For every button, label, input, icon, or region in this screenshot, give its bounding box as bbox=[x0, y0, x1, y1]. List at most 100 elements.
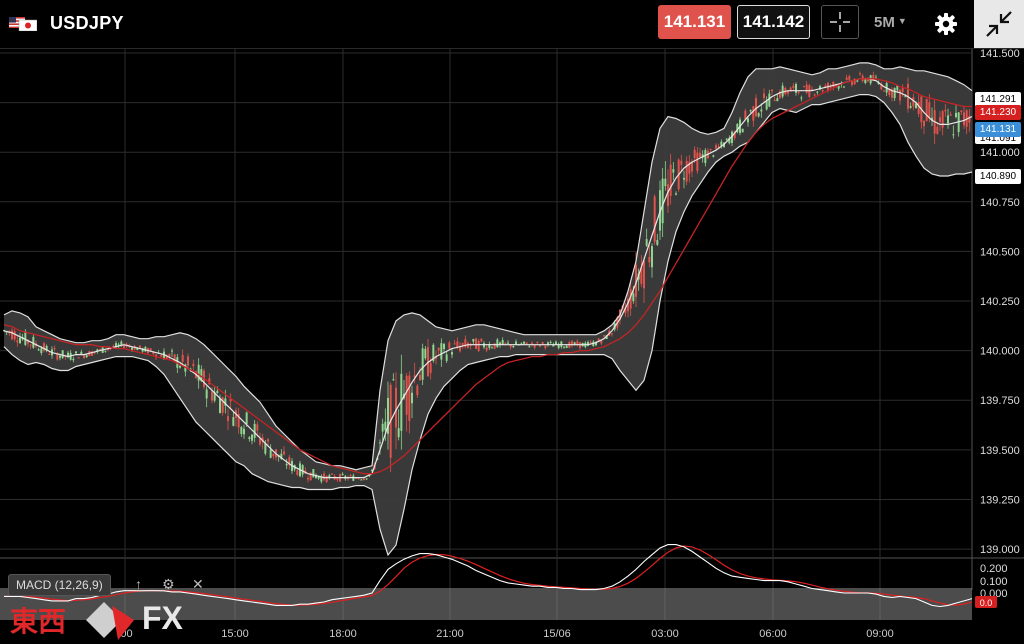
candle-body bbox=[408, 375, 411, 421]
candle-body bbox=[837, 85, 840, 89]
candle-body bbox=[909, 106, 912, 108]
candle-body bbox=[259, 438, 261, 445]
close-icon[interactable]: ✕ bbox=[192, 576, 204, 592]
candle-body bbox=[549, 341, 552, 343]
candle-body bbox=[107, 349, 109, 351]
candle-body bbox=[104, 350, 107, 352]
candle-body bbox=[800, 97, 803, 99]
candle-body bbox=[480, 338, 483, 342]
candle-body bbox=[859, 73, 861, 75]
candle-body bbox=[536, 342, 539, 344]
fullscreen-toggle-button[interactable] bbox=[974, 0, 1024, 48]
crosshair-button[interactable] bbox=[821, 5, 859, 39]
candle-body bbox=[856, 80, 859, 82]
candle-body bbox=[763, 93, 765, 98]
candle-body bbox=[864, 79, 867, 84]
candle-body bbox=[349, 475, 352, 477]
candle-body bbox=[459, 345, 461, 352]
candle-body bbox=[117, 344, 120, 347]
candle-body bbox=[264, 443, 267, 454]
crosshair-icon bbox=[830, 12, 850, 32]
candle-body bbox=[493, 343, 496, 349]
candle-body bbox=[163, 351, 165, 360]
gear-icon[interactable]: ⚙ bbox=[162, 576, 175, 592]
sell-price-button[interactable]: 141.131 bbox=[658, 5, 731, 39]
time-tick-label: 03:00 bbox=[651, 628, 679, 640]
macd-current-label bbox=[975, 596, 997, 608]
candle-body bbox=[699, 152, 701, 158]
macd-current-value: 0.0 bbox=[980, 598, 993, 608]
candle-body bbox=[139, 345, 141, 349]
candle-body bbox=[40, 348, 43, 353]
candle-body bbox=[325, 475, 328, 483]
candle-body bbox=[411, 392, 413, 404]
arrow-up-icon[interactable]: ↑ bbox=[135, 576, 142, 592]
candle-body bbox=[432, 344, 435, 361]
candle-body bbox=[792, 85, 795, 88]
candle-body bbox=[19, 337, 21, 344]
candle-body bbox=[419, 374, 421, 381]
candle-body bbox=[717, 146, 720, 148]
candle-body bbox=[357, 478, 360, 480]
candle-body bbox=[944, 109, 947, 112]
candle-body bbox=[133, 346, 136, 350]
candle-body bbox=[13, 331, 16, 340]
candle-body bbox=[672, 169, 675, 173]
candle-body bbox=[29, 344, 32, 346]
candle-body bbox=[488, 344, 491, 348]
candlesticks bbox=[3, 71, 971, 484]
timeframe-dropdown[interactable]: 5M ▼ bbox=[874, 14, 907, 31]
candle-body bbox=[504, 342, 507, 344]
candle-body bbox=[525, 342, 528, 344]
candle-body bbox=[160, 354, 163, 357]
candle-body bbox=[355, 477, 357, 479]
candle-body bbox=[736, 123, 739, 133]
candle-body bbox=[571, 341, 573, 346]
candle-body bbox=[179, 365, 181, 368]
buy-price-button[interactable]: 141.142 bbox=[737, 5, 810, 39]
candle-body bbox=[93, 352, 96, 354]
caret-down-icon: ▼ bbox=[897, 16, 907, 26]
price-tick-label: 140.750 bbox=[980, 197, 1020, 209]
candle-body bbox=[696, 152, 699, 171]
candle-body bbox=[803, 86, 805, 88]
macd-indicator-label[interactable]: MACD (12,26,9) bbox=[8, 574, 111, 596]
candle-body bbox=[923, 120, 925, 127]
candle-body bbox=[205, 389, 208, 399]
candle-body bbox=[448, 342, 451, 349]
candle-body bbox=[563, 346, 565, 348]
candle-body bbox=[192, 363, 195, 367]
candle-body bbox=[323, 473, 325, 480]
candle-body bbox=[597, 338, 600, 342]
gear-icon bbox=[935, 13, 957, 35]
candle-body bbox=[627, 298, 629, 312]
candle-body bbox=[221, 397, 224, 413]
candle-body bbox=[693, 149, 696, 159]
price-tick-label: 139.500 bbox=[980, 445, 1020, 457]
candle-body bbox=[635, 264, 637, 297]
candle-body bbox=[99, 349, 101, 351]
candle-body bbox=[872, 74, 875, 81]
candle-body bbox=[331, 473, 333, 475]
candle-body bbox=[395, 387, 397, 428]
candle-body bbox=[75, 351, 77, 354]
candle-body bbox=[443, 343, 445, 350]
candle-body bbox=[931, 117, 933, 121]
candle-body bbox=[765, 100, 768, 110]
candle-body bbox=[952, 134, 955, 136]
macd-level-label: 0.100 bbox=[980, 576, 1008, 588]
candle-body bbox=[811, 89, 813, 91]
candle-body bbox=[720, 141, 723, 146]
candle-body bbox=[661, 178, 664, 224]
candle-body bbox=[80, 351, 83, 355]
candle-body bbox=[144, 347, 147, 352]
candle-body bbox=[541, 342, 544, 344]
settings-button[interactable] bbox=[926, 6, 966, 42]
candle-body bbox=[939, 117, 941, 122]
candle-body bbox=[643, 260, 645, 289]
candle-body bbox=[464, 339, 467, 347]
candle-body bbox=[227, 416, 229, 422]
symbol-title: USDJPY bbox=[50, 13, 124, 33]
candle-body bbox=[184, 364, 187, 372]
